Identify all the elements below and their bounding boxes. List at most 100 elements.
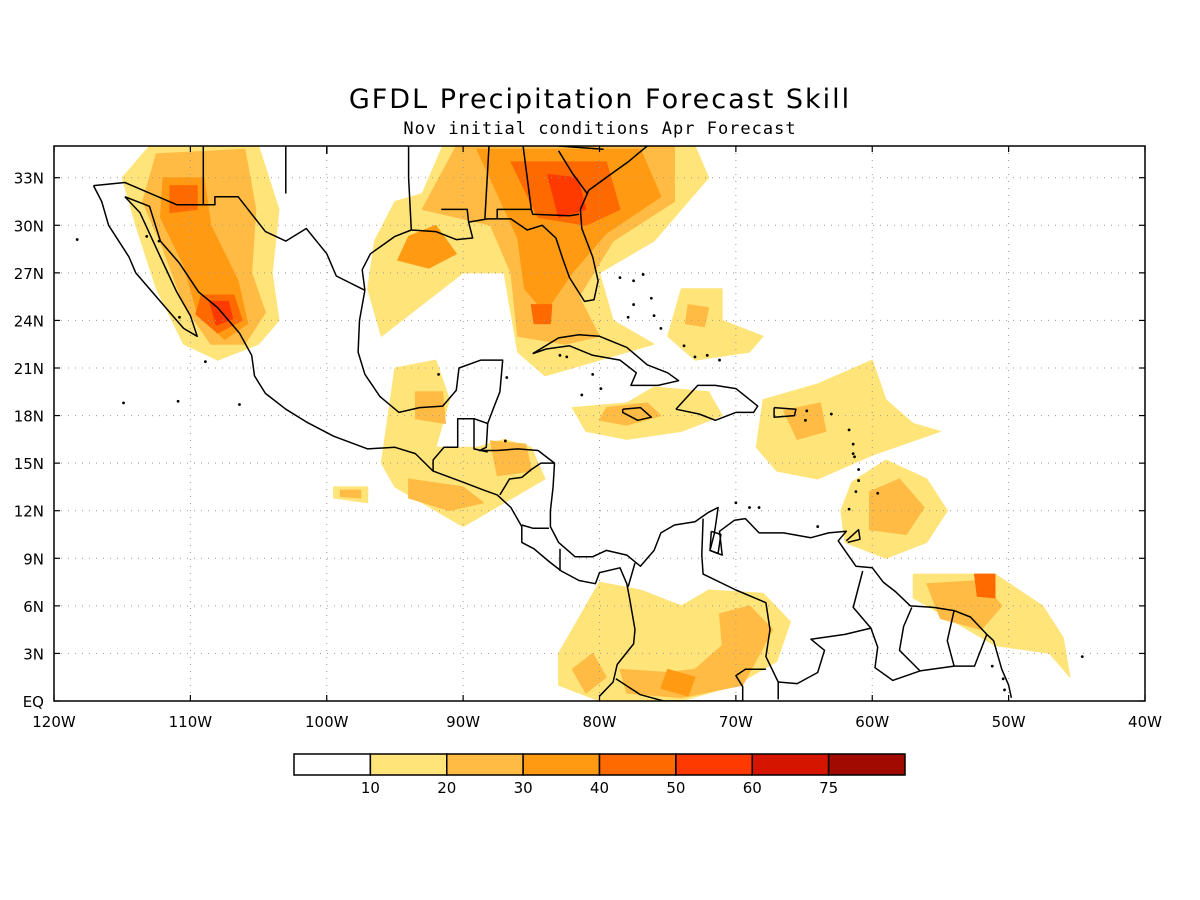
skill-contour: [339, 489, 362, 499]
colorbar-label: 50: [666, 779, 685, 797]
island-marker: [705, 353, 709, 357]
coastline: [701, 518, 779, 700]
skill-contour: [755, 359, 941, 480]
coastline: [285, 146, 328, 154]
skill-contour: [397, 224, 457, 269]
skill-contour: [489, 440, 532, 477]
island-marker: [693, 355, 697, 359]
island-marker: [580, 393, 584, 397]
coastline: [407, 146, 413, 231]
island-marker: [847, 507, 851, 511]
coastline: [441, 208, 470, 223]
skill-contour: [667, 288, 764, 361]
island-marker: [682, 344, 686, 348]
island-marker: [157, 239, 161, 243]
lat-tick-label: 30N: [14, 217, 44, 235]
island-marker: [857, 479, 861, 482]
coastline: [357, 290, 1013, 698]
island-marker: [1003, 688, 1006, 692]
island-marker: [757, 506, 761, 509]
skill-contour: [660, 668, 696, 697]
island-marker: [805, 409, 809, 413]
island-marker: [853, 455, 856, 459]
coastline: [93, 181, 366, 291]
island-marker: [122, 401, 125, 405]
island-marker: [649, 296, 653, 300]
island-marker: [854, 490, 858, 494]
skill-contour: [169, 185, 198, 214]
map-gridlines: [54, 146, 1145, 701]
island-marker: [75, 238, 79, 241]
chart-subtitle: Nov initial conditions Apr Forecast: [403, 119, 797, 139]
island-marker: [565, 355, 569, 359]
island-marker: [816, 525, 820, 528]
island-marker: [748, 506, 751, 509]
lon-tick-label: 60W: [855, 713, 889, 731]
lat-tick-label: 3N: [23, 645, 44, 663]
colorbar-label: 10: [361, 779, 380, 797]
island-marker: [851, 452, 855, 456]
colorbar-swatch: [293, 753, 372, 776]
island-marker: [718, 358, 721, 362]
coastline: [473, 418, 488, 453]
colorbar-swatch: [369, 753, 448, 776]
lat-tick-label: 15N: [14, 455, 44, 473]
coastline: [532, 333, 680, 387]
skill-contour: [869, 478, 925, 535]
island-marker: [641, 273, 645, 276]
island-marker: [659, 326, 663, 330]
skill-contour: [974, 573, 996, 599]
lon-tick-label: 90W: [446, 713, 480, 731]
map-axes: 120W 110W 100W 90W 80W 70W 60W 50W 40W EQ 3N 6N 9N 12…: [14, 146, 1162, 731]
coastline: [919, 634, 988, 672]
lon-tick-label: 120W: [32, 713, 76, 731]
lon-tick-label: 50W: [992, 713, 1026, 731]
lat-tick-label: 21N: [14, 360, 44, 378]
island-marker: [599, 387, 603, 391]
island-marker: [145, 234, 149, 238]
skill-contour: [619, 605, 774, 699]
chart-title: GFDL Precipitation Forecast Skill: [348, 84, 852, 115]
colorbar-label: 20: [437, 779, 456, 797]
lat-tick-label: 12N: [14, 503, 44, 521]
coastline: [675, 384, 759, 422]
lat-tick-label: 24N: [14, 312, 44, 330]
coastline: [499, 462, 555, 496]
island-marker: [1080, 655, 1084, 658]
lon-tick-label: 110W: [169, 713, 213, 731]
island-marker: [504, 439, 507, 443]
colorbar-label: 75: [819, 779, 838, 797]
coastline: [870, 627, 921, 682]
island-marker: [990, 664, 994, 668]
island-marker: [632, 279, 635, 283]
colorbar-swatch: [522, 753, 601, 776]
island-marker: [558, 353, 562, 357]
island-marker: [238, 403, 241, 406]
coastline: [124, 196, 636, 697]
island-marker: [734, 501, 738, 505]
colorbar-label: 40: [590, 779, 609, 797]
coastline: [627, 562, 636, 588]
coastline: [521, 524, 549, 529]
island-marker: [591, 372, 595, 376]
coastline: [845, 528, 861, 544]
island-marker: [857, 468, 861, 471]
lat-tick-label: 18N: [14, 408, 44, 426]
skill-contour: [684, 304, 710, 328]
coastline: [361, 146, 648, 303]
lat-tick-label: 9N: [23, 550, 44, 568]
skill-contour: [547, 174, 587, 218]
island-marker: [626, 315, 630, 319]
skill-contour: [408, 478, 485, 512]
colorbar: 10 20 30 40 50 60 75: [293, 753, 906, 797]
coastline: [946, 610, 955, 667]
island-marker: [437, 372, 440, 376]
coastline: [898, 607, 921, 672]
lon-tick-label: 100W: [305, 713, 349, 731]
coastline: [557, 150, 588, 195]
island-marker: [804, 418, 807, 422]
coastline: [484, 146, 490, 219]
lon-tick-label: 80W: [583, 713, 617, 731]
island-marker: [505, 376, 509, 379]
island-marker: [652, 314, 656, 318]
